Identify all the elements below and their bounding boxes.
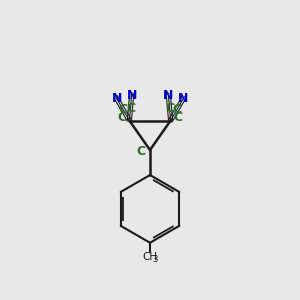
Text: 3: 3 bbox=[153, 255, 158, 264]
Text: C: C bbox=[118, 110, 127, 124]
Text: N: N bbox=[112, 92, 122, 105]
Text: N: N bbox=[163, 89, 174, 102]
Text: N: N bbox=[126, 89, 137, 102]
Text: C: C bbox=[172, 103, 182, 116]
Text: C: C bbox=[136, 145, 146, 158]
Text: C: C bbox=[173, 110, 182, 124]
Text: C: C bbox=[165, 101, 174, 115]
Text: C: C bbox=[118, 103, 128, 116]
Text: N: N bbox=[178, 92, 188, 105]
Text: C: C bbox=[126, 101, 135, 115]
Text: CH: CH bbox=[142, 252, 158, 262]
